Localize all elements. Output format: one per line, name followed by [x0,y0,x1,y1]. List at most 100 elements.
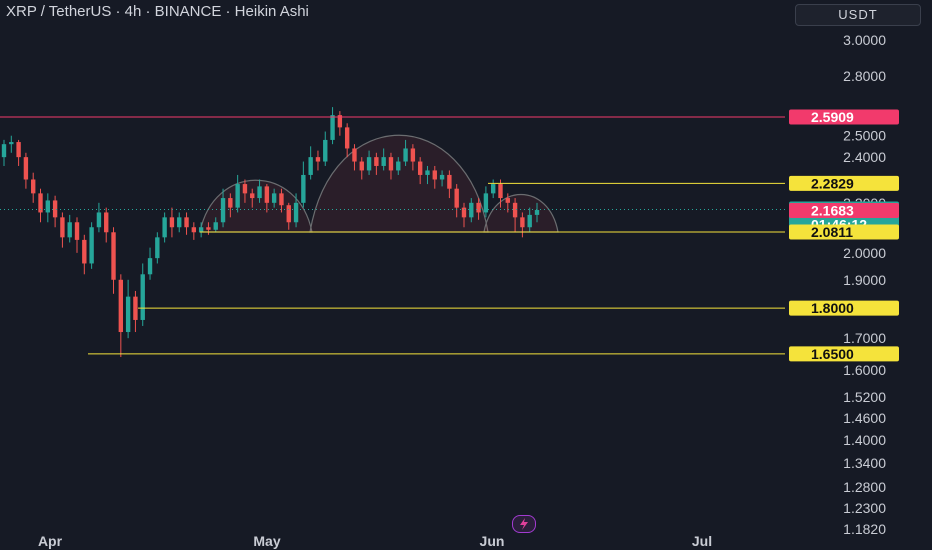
candle [52,195,58,228]
candle [293,193,299,228]
candle [403,139,408,166]
candle [250,188,255,208]
price-tag-support: 2.2829 [789,175,899,191]
y-tick-label: 2.4000 [843,149,886,165]
lightning-icon[interactable] [512,515,536,533]
candle [286,202,291,230]
candle [279,188,284,213]
horizontal-levels[interactable] [0,116,785,355]
candle [425,165,430,185]
candle [432,165,437,189]
candle [330,107,335,145]
x-tick-label: May [253,533,280,549]
x-tick-label: Apr [38,533,63,549]
candle [454,184,459,218]
candle [9,135,14,153]
candle [366,150,372,175]
y-tick-label: 1.2300 [843,500,886,516]
candle [191,222,197,240]
candle [374,152,379,175]
candle [67,214,72,243]
pattern-arc[interactable] [483,194,559,233]
candle [220,188,226,228]
candle [111,227,116,294]
candle [527,207,532,233]
candle [242,179,248,203]
candle [125,279,131,339]
candle [140,263,145,326]
candle [410,144,416,171]
x-tick-label: Jun [480,533,505,549]
candle [235,174,240,213]
candle [60,212,65,248]
candle [23,152,29,189]
candle [505,193,510,213]
candle [301,161,306,208]
price-tag-support: 2.0811 [789,224,899,240]
candle [315,150,321,171]
candle [257,179,262,203]
candle [104,207,109,243]
candle [82,234,87,275]
candle [388,152,394,180]
candle [498,179,503,208]
y-tick-label: 2.8000 [843,68,886,84]
candle [133,290,138,333]
pattern-arc[interactable] [309,134,489,233]
candles [1,107,540,358]
candle [417,157,423,185]
candle [177,212,182,233]
candle [439,170,445,187]
candle [381,148,386,171]
candle [264,184,270,213]
candle [16,139,21,166]
candle [461,202,467,228]
candle [89,222,94,269]
y-tick-label: 1.2800 [843,479,886,495]
price-tag-label: 2.5909 [811,109,854,125]
candle [352,144,357,171]
candle [31,172,36,203]
price-tag-down: 2.1683 [789,202,899,218]
candle [38,188,43,223]
chart-title: XRP / TetherUS · 4h · BINANCE · Heikin A… [6,3,309,20]
price-tag-label: 2.0811 [811,224,853,240]
price-tag-resistance: 2.5909 [789,109,899,125]
price-tag-support: 1.8000 [789,300,899,316]
candle [198,222,204,238]
candle [396,157,401,175]
y-tick-label: 3.0000 [843,32,886,48]
candle [45,193,50,223]
candle [359,157,364,180]
candle [520,212,525,238]
candle [534,202,540,223]
candle [147,247,153,280]
candle [118,274,124,358]
currency-button[interactable]: USDT [795,4,921,26]
candle [184,212,189,235]
candle [344,123,350,158]
time-axis[interactable]: Apr May Jun Jul [38,533,712,549]
candle [308,146,313,180]
y-tick-label: 2.5000 [843,128,886,144]
candle [162,212,167,243]
price-axis[interactable]: 3.00002.80002.50002.40002.20002.00001.90… [843,32,886,537]
price-tag-support: 1.6500 [789,346,899,362]
price-tag-label: 2.2829 [811,175,854,191]
price-tag-label: 1.8000 [811,300,854,316]
candle [155,232,160,264]
y-tick-label: 1.9000 [843,272,886,288]
y-tick-label: 1.4600 [843,410,886,426]
candle [271,188,277,208]
candle [512,198,518,233]
candle [213,217,218,233]
y-tick-label: 1.4000 [843,432,886,448]
candle [483,186,489,218]
candle [476,198,481,220]
price-tag-label: 2.1683 [811,202,854,218]
candle [491,179,496,199]
y-tick-label: 1.5200 [843,389,886,405]
pattern-arc[interactable] [199,179,313,233]
